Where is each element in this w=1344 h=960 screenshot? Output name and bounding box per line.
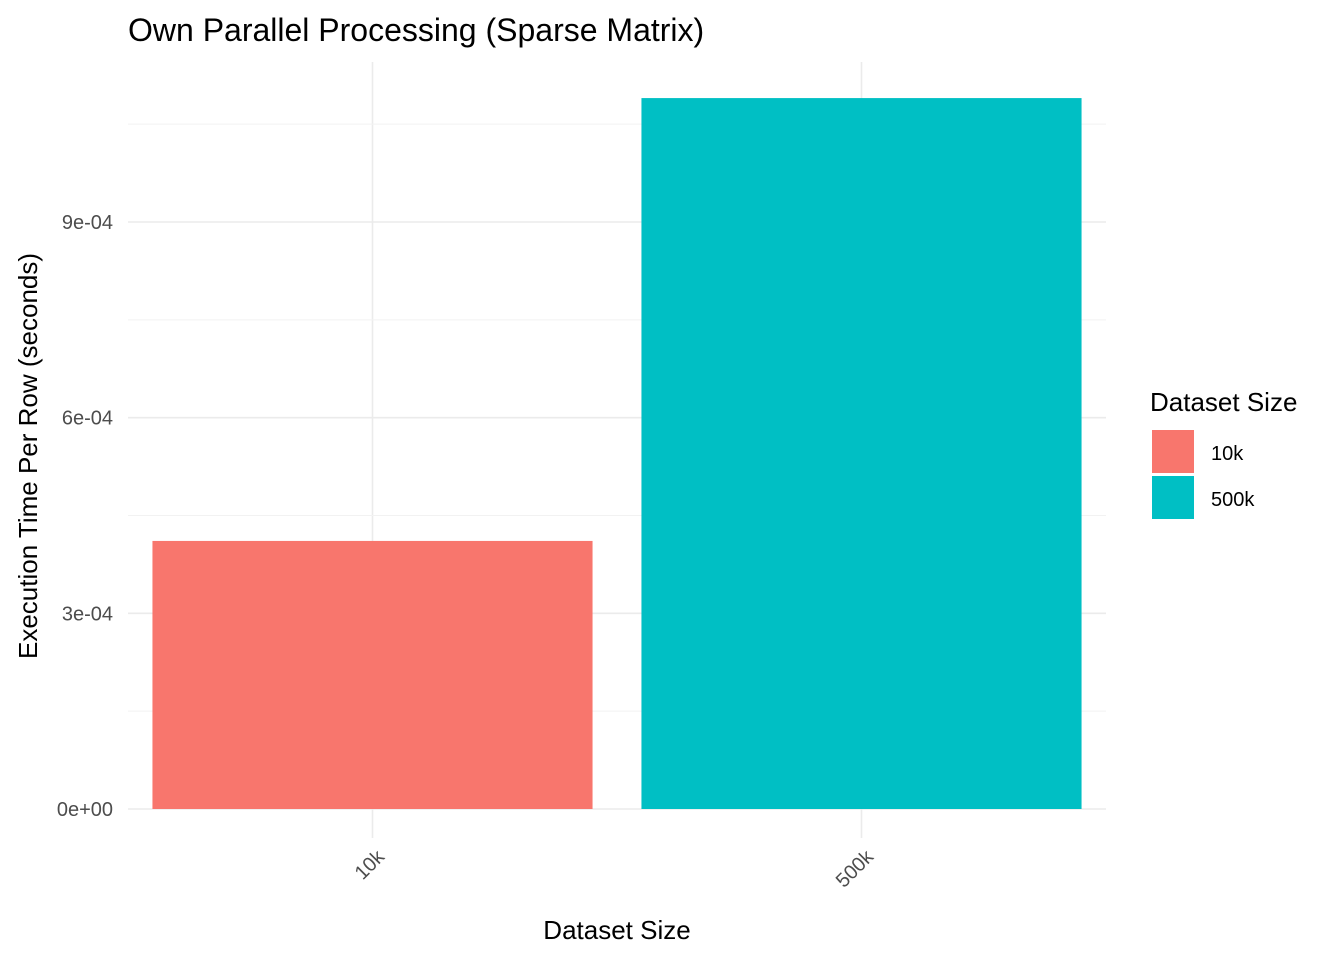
bar-10k (152, 540, 593, 809)
legend-swatch (1152, 476, 1194, 519)
y-tick-label: 3e-04 (62, 603, 113, 625)
y-axis-title: Execution Time Per Row (seconds) (13, 253, 43, 659)
chart-title: Own Parallel Processing (Sparse Matrix) (128, 12, 704, 48)
legend: Dataset Size 10k 500k (1150, 387, 1297, 519)
x-axis-ticks: 10k 500k (351, 845, 879, 892)
legend-title: Dataset Size (1150, 387, 1297, 417)
y-tick-label: 9e-04 (62, 212, 113, 234)
y-axis-ticks: 0e+00 3e-04 6e-04 9e-04 (57, 212, 113, 821)
y-tick-label: 6e-04 (62, 408, 113, 430)
bar-500k (641, 98, 1082, 810)
x-tick-label: 500k (832, 845, 879, 892)
x-tick-label: 10k (351, 845, 390, 884)
legend-entries: 10k 500k (1152, 430, 1255, 519)
x-axis-title: Dataset Size (543, 915, 690, 945)
y-tick-label: 0e+00 (57, 799, 113, 821)
legend-swatch (1152, 430, 1194, 473)
legend-label: 500k (1211, 489, 1255, 511)
legend-label: 10k (1211, 443, 1244, 465)
bars (152, 98, 1082, 810)
